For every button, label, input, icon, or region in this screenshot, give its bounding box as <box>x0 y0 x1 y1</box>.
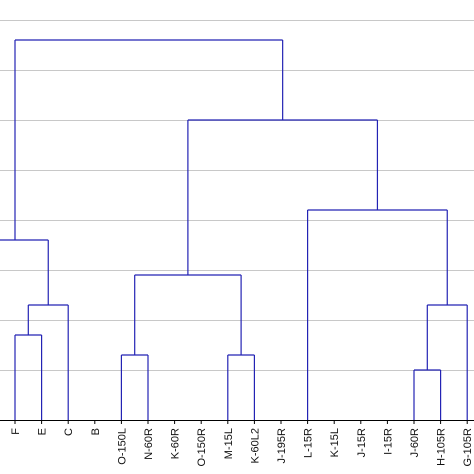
leaf-label: C <box>63 428 75 436</box>
leaf-label: M-15L <box>223 428 235 459</box>
leaf-label: O-150R <box>196 428 208 467</box>
leaf-label: J-60R <box>409 428 421 457</box>
leaf-label: K-60R <box>170 428 182 459</box>
leaf-label: G-105R <box>462 428 474 467</box>
leaf-label: L-15R <box>303 428 315 458</box>
leaf-label: H-105R <box>436 428 448 466</box>
leaf-label: F <box>10 428 22 435</box>
leaf-label: J-195R <box>276 428 288 464</box>
leaf-label: K-15L <box>329 428 341 457</box>
leaf-label: B <box>90 428 102 435</box>
x-axis <box>0 420 474 424</box>
leaf-label: O-150L <box>116 428 128 465</box>
dendrogram-links <box>0 39 468 420</box>
leaf-label: E <box>37 428 49 435</box>
leaf-labels: F E C B O-150L N-60R K-60R O-150R M-15L K-60L2 J-1… <box>10 428 474 467</box>
leaf-label: N-60R <box>143 428 155 460</box>
grid-lines <box>0 20 474 371</box>
leaf-label: J-15R <box>356 428 368 457</box>
leaf-label: I-15R <box>382 428 394 455</box>
leaf-label: K-60L2 <box>249 428 261 463</box>
